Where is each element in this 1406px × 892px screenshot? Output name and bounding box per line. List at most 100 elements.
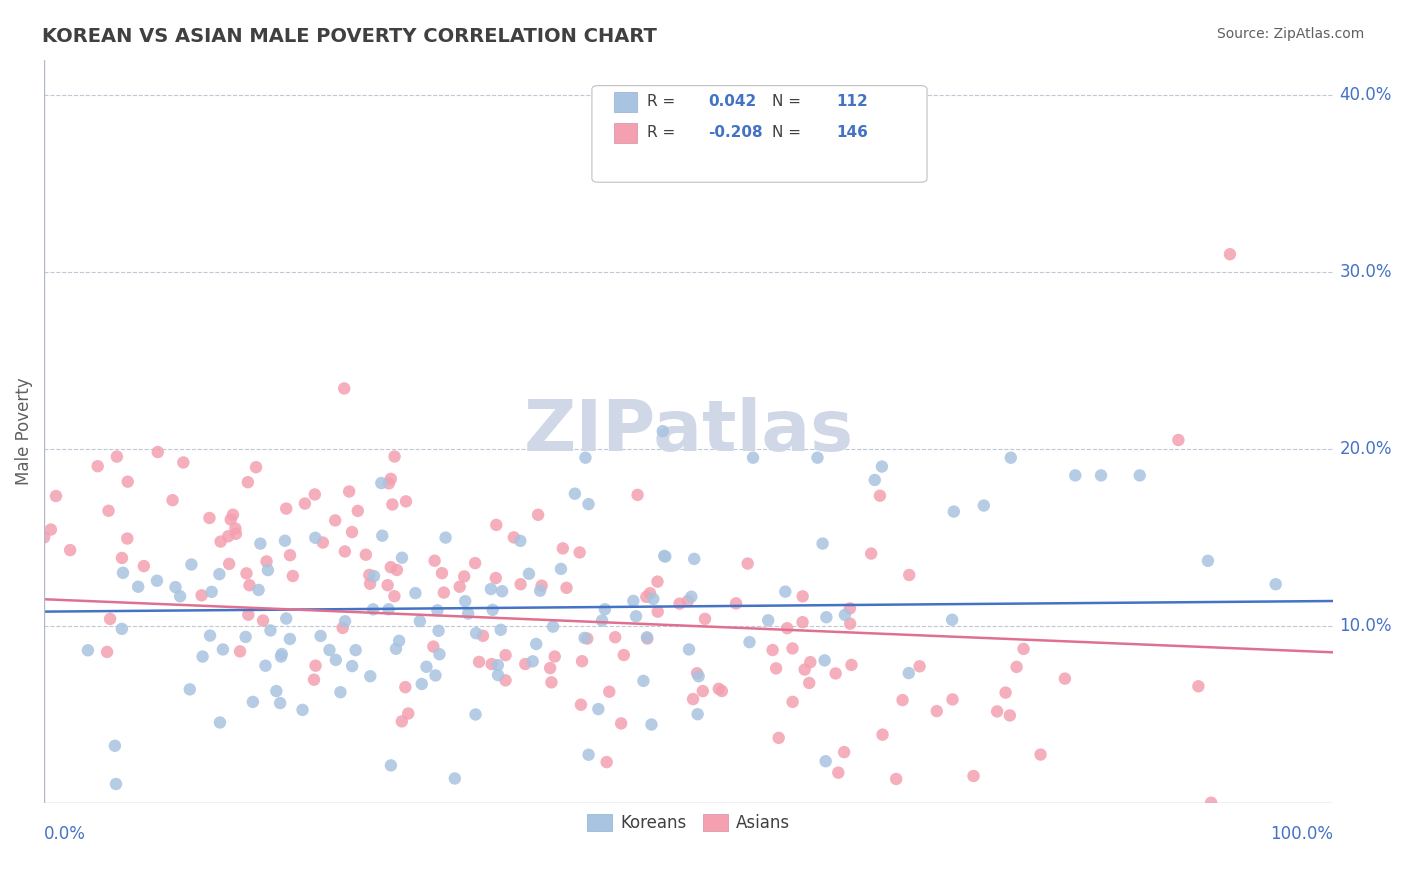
Point bbox=[495, 673, 517, 688]
Point bbox=[380, 472, 402, 486]
Point bbox=[756, 613, 779, 627]
Point bbox=[593, 602, 616, 616]
Point bbox=[838, 601, 860, 615]
Point bbox=[180, 558, 202, 572]
Point bbox=[361, 602, 384, 616]
Point bbox=[799, 676, 821, 690]
Point bbox=[385, 563, 408, 577]
Point bbox=[1053, 672, 1076, 686]
Legend: Koreans, Asians: Koreans, Asians bbox=[581, 807, 797, 839]
Point bbox=[333, 381, 356, 395]
Point bbox=[394, 680, 416, 694]
Point bbox=[391, 550, 413, 565]
Point bbox=[146, 445, 169, 459]
Point bbox=[1129, 468, 1152, 483]
Point bbox=[485, 571, 508, 585]
Point bbox=[486, 658, 509, 673]
Point bbox=[638, 586, 661, 600]
Point bbox=[443, 772, 465, 786]
Point bbox=[643, 591, 665, 606]
Point bbox=[605, 630, 627, 644]
Point bbox=[481, 657, 503, 671]
Point bbox=[384, 450, 406, 464]
Point bbox=[312, 535, 335, 549]
Point bbox=[304, 531, 326, 545]
Point bbox=[359, 669, 381, 683]
Point bbox=[524, 637, 547, 651]
Point bbox=[530, 579, 553, 593]
Point bbox=[624, 609, 647, 624]
Point bbox=[363, 569, 385, 583]
Text: 20.0%: 20.0% bbox=[1340, 440, 1392, 458]
Point bbox=[415, 659, 437, 673]
Point bbox=[509, 577, 531, 591]
Text: 112: 112 bbox=[837, 94, 869, 109]
Point bbox=[613, 648, 636, 662]
Point bbox=[793, 663, 815, 677]
Point bbox=[527, 508, 550, 522]
Text: 0.042: 0.042 bbox=[707, 94, 756, 109]
Point bbox=[1029, 747, 1052, 762]
Point bbox=[377, 602, 399, 616]
Point bbox=[806, 450, 828, 465]
Point bbox=[453, 569, 475, 583]
Point bbox=[404, 586, 426, 600]
Point bbox=[270, 647, 292, 661]
Point bbox=[692, 684, 714, 698]
Point bbox=[574, 631, 596, 645]
Point bbox=[104, 777, 127, 791]
Text: 100.0%: 100.0% bbox=[1270, 825, 1333, 843]
Point bbox=[235, 630, 257, 644]
Point bbox=[775, 584, 797, 599]
Point bbox=[621, 594, 644, 608]
Point bbox=[799, 655, 821, 669]
Point bbox=[32, 530, 55, 544]
Point bbox=[647, 605, 669, 619]
Point bbox=[941, 613, 963, 627]
Text: 10.0%: 10.0% bbox=[1340, 616, 1392, 635]
Point bbox=[598, 684, 620, 698]
Point bbox=[235, 566, 257, 581]
Point bbox=[97, 504, 120, 518]
Point bbox=[359, 568, 381, 582]
Point bbox=[236, 475, 259, 490]
Text: -0.208: -0.208 bbox=[707, 125, 762, 140]
Point bbox=[465, 626, 488, 640]
Point bbox=[165, 580, 187, 594]
Point bbox=[517, 566, 540, 581]
Text: N =: N = bbox=[772, 94, 801, 109]
Point bbox=[354, 548, 377, 562]
Point bbox=[576, 632, 599, 646]
Point bbox=[117, 475, 139, 489]
Point bbox=[377, 578, 399, 592]
Point bbox=[449, 580, 471, 594]
Point bbox=[676, 594, 699, 608]
Point bbox=[541, 620, 564, 634]
Point bbox=[222, 508, 245, 522]
Point bbox=[86, 459, 108, 474]
Point bbox=[640, 717, 662, 731]
Point bbox=[647, 574, 669, 589]
Text: N =: N = bbox=[772, 125, 801, 140]
Point bbox=[515, 657, 537, 671]
Point bbox=[1005, 660, 1028, 674]
Point bbox=[998, 708, 1021, 723]
Point bbox=[761, 643, 783, 657]
Point bbox=[555, 581, 578, 595]
Point bbox=[323, 513, 346, 527]
Point bbox=[190, 588, 212, 602]
Point bbox=[146, 574, 169, 588]
Point bbox=[423, 554, 446, 568]
Point bbox=[242, 695, 264, 709]
Point bbox=[633, 673, 655, 688]
Point bbox=[544, 649, 567, 664]
Text: KOREAN VS ASIAN MALE POVERTY CORRELATION CHART: KOREAN VS ASIAN MALE POVERTY CORRELATION… bbox=[42, 27, 657, 45]
Point bbox=[179, 682, 201, 697]
Point bbox=[765, 661, 787, 675]
Point bbox=[426, 603, 449, 617]
Point bbox=[229, 644, 252, 658]
Point bbox=[224, 521, 246, 535]
Point bbox=[127, 580, 149, 594]
Point bbox=[117, 532, 139, 546]
Point bbox=[238, 578, 260, 592]
